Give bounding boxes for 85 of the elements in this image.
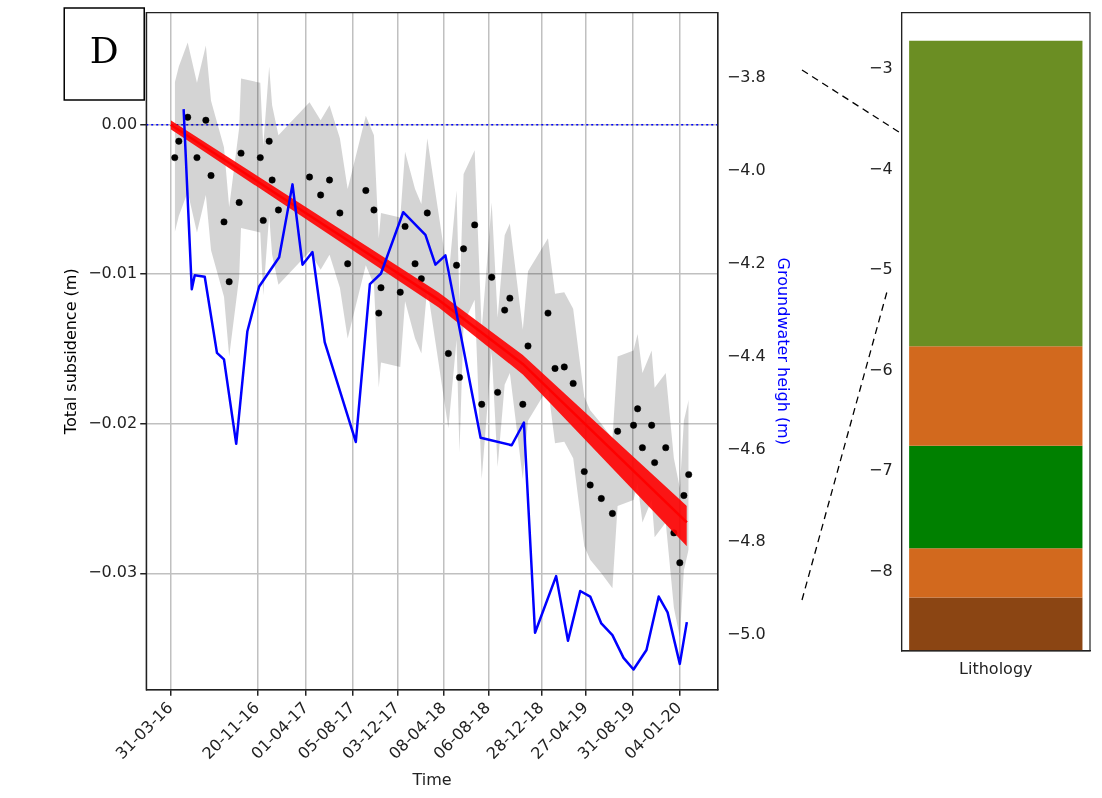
point — [220, 218, 228, 226]
point — [344, 260, 352, 268]
point — [685, 471, 693, 479]
bar — [909, 548, 1083, 598]
y2-axis-title: Groundwater heigh (m) — [774, 257, 794, 445]
point — [377, 284, 385, 292]
point — [586, 481, 594, 489]
y-tick-label: −7 — [868, 460, 893, 480]
point — [268, 176, 276, 184]
y-tick-label: −6 — [868, 359, 893, 379]
point — [362, 187, 370, 194]
point — [225, 278, 233, 286]
point — [634, 405, 642, 413]
y2-tick-label: −4.8 — [726, 531, 766, 551]
point — [306, 173, 313, 181]
point — [401, 222, 409, 230]
point — [444, 350, 452, 357]
point — [630, 421, 637, 429]
point — [524, 342, 532, 350]
bar — [909, 346, 1083, 446]
point — [569, 379, 577, 387]
point — [651, 459, 659, 467]
point — [256, 154, 264, 162]
point — [235, 199, 243, 206]
y-tick-label: 0.00 — [101, 113, 138, 133]
bar — [909, 445, 1083, 549]
point — [175, 137, 183, 145]
point — [506, 294, 514, 302]
y2-tick-label: −4.2 — [726, 252, 766, 272]
y-tick-label: −0.03 — [88, 562, 138, 582]
point — [488, 273, 496, 281]
point — [638, 444, 646, 452]
point — [423, 209, 431, 217]
point — [375, 309, 383, 317]
y-tick-label: −0.02 — [88, 412, 138, 432]
point — [478, 400, 486, 408]
point — [265, 137, 273, 145]
point — [544, 309, 552, 317]
y-tick-label: −3 — [868, 58, 893, 78]
point — [494, 388, 502, 396]
y2-tick-label: −5.0 — [726, 624, 766, 644]
point — [411, 260, 419, 268]
point — [259, 216, 267, 224]
bar — [909, 40, 1083, 347]
point — [662, 444, 670, 452]
point — [317, 191, 325, 199]
point — [608, 510, 616, 517]
point — [519, 400, 527, 408]
point — [336, 209, 344, 217]
point — [560, 363, 568, 371]
y2-tick-label: −4.6 — [726, 438, 766, 458]
point — [501, 306, 509, 314]
point — [680, 492, 688, 499]
point — [184, 113, 192, 121]
y-tick-label: −8 — [868, 560, 893, 580]
point — [453, 261, 460, 269]
point — [370, 206, 378, 214]
point — [396, 288, 404, 296]
point — [460, 245, 468, 253]
point — [551, 364, 559, 372]
y2-tick-label: −3.8 — [726, 67, 766, 87]
point — [676, 559, 684, 567]
point — [614, 427, 622, 435]
point — [597, 495, 605, 502]
point — [580, 468, 588, 476]
text: D — [89, 30, 119, 72]
y2-tick-label: −4.0 — [726, 160, 766, 180]
y-tick-label: −4 — [868, 158, 893, 178]
point — [207, 172, 215, 180]
point — [202, 116, 210, 124]
point — [237, 149, 245, 157]
x-tick-label: Lithology — [959, 658, 1033, 678]
y-tick-label: −5 — [868, 259, 893, 279]
point — [456, 373, 463, 381]
y-axis-title: Total subsidence (m) — [60, 268, 80, 436]
x-axis-title: Time — [411, 769, 452, 789]
y2-tick-label: −4.4 — [726, 345, 766, 365]
point — [471, 221, 479, 229]
point — [193, 154, 201, 162]
y-tick-label: −0.01 — [88, 263, 138, 283]
point — [171, 154, 179, 162]
point — [274, 206, 282, 214]
point — [326, 176, 333, 184]
point — [648, 421, 656, 429]
bar — [909, 597, 1083, 651]
